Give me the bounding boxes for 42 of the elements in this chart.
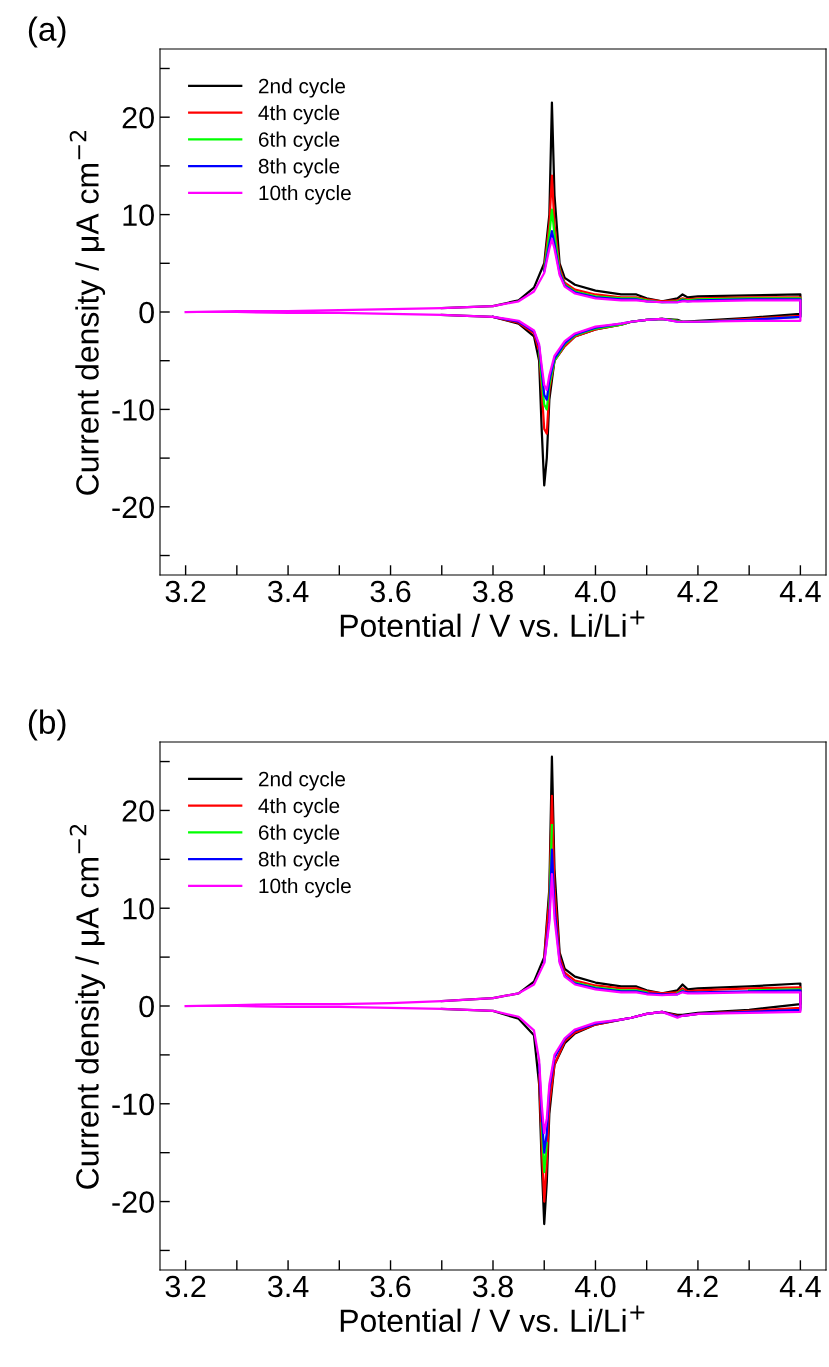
y-tick-label: -20 [112,1191,154,1213]
x-tick-label: 4.4 [779,580,821,602]
x-tick-label: 4.2 [677,1275,718,1297]
y-tick-label: 10 [123,204,154,226]
x-tick-label: 3.2 [165,580,206,603]
y-tick-label: 20 [122,800,154,822]
legend-label: 6th cycle [258,824,340,845]
y-axis-title: Current density / μA cm$^{−2}$ [69,824,106,1189]
x-tick-label: 4.2 [677,580,718,602]
y-tick-label: -10 [112,399,154,421]
legend-label: 2nd cycle [258,78,345,98]
x-tick-label: 3.6 [370,580,411,603]
legend-label: 4th cycle [258,104,340,125]
y-tick-label: -20 [112,496,154,519]
x-tick-label: 3.8 [472,1275,513,1298]
line-series [184,237,802,392]
line-series [184,872,802,1135]
legend-label: 8th cycle [258,158,340,178]
y-axis-title: Current density / μA cm$^{−2}$ [69,130,106,495]
x-axis-title: Potential / V vs. Li/Li$^{+}$ [340,1305,645,1333]
x-tick-label: 3.4 [268,580,309,603]
x-tick-label: 3.6 [370,1275,411,1298]
legend-label: 6th cycle [258,131,340,152]
legend-label: 10th cycle [259,185,351,205]
y-tick-label: 0 [139,995,154,1018]
chart-title: (b) [28,709,66,741]
x-tick-label: 4.0 [574,1275,616,1298]
x-axis-title: Potential / V vs. Li/Li$^{+}$ [340,610,645,638]
legend-label: 2nd cycle [258,771,345,791]
legend-label: 4th cycle [258,797,340,818]
legend-label: 10th cycle [259,878,351,898]
x-tick-label: 3.2 [165,1275,206,1298]
x-tick-label: 4.4 [779,1275,821,1297]
y-tick-label: 0 [139,301,154,324]
x-tick-label: 4.0 [574,580,616,603]
x-tick-label: 3.8 [472,580,513,603]
y-tick-label: -10 [112,1093,154,1116]
legend-label: 8th cycle [258,851,340,871]
y-tick-label: 10 [123,897,154,920]
chart-title: (a) [28,16,66,48]
y-tick-label: 20 [122,106,154,129]
x-tick-label: 3.4 [268,1275,309,1298]
